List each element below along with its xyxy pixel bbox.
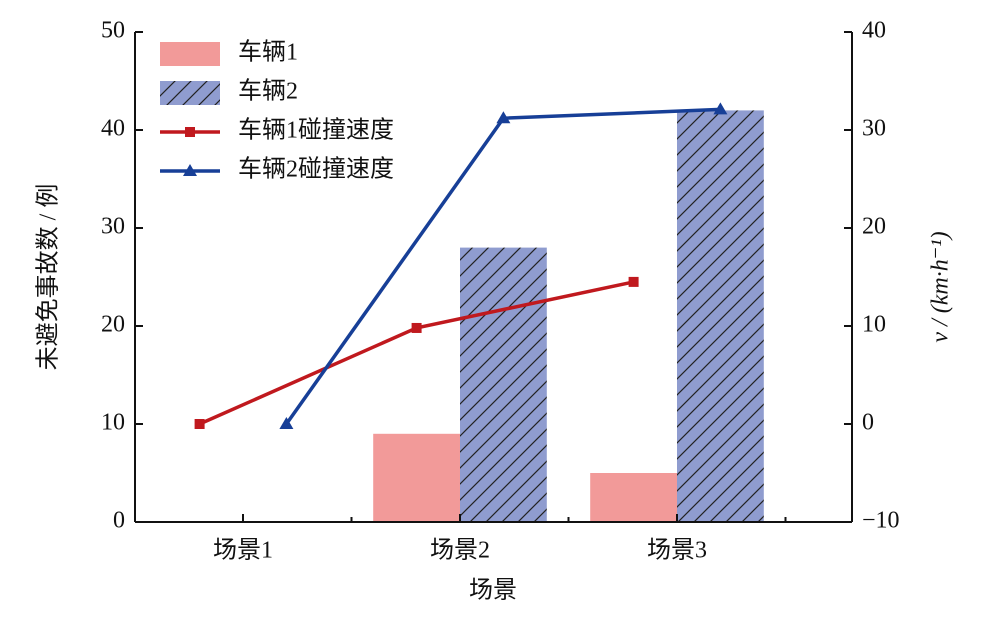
legend-swatch	[160, 42, 220, 66]
y-tick-label: 10	[101, 410, 125, 436]
legend-label: 车辆1	[238, 39, 298, 66]
marker	[411, 322, 422, 333]
marker	[183, 164, 197, 176]
y2-tick-label: 0	[862, 410, 874, 436]
y2-tick-label: −10	[862, 508, 900, 534]
marker	[496, 111, 511, 124]
y-tick-label: 20	[101, 312, 125, 338]
y-axis-label: 未避免事故数 / 例	[35, 184, 62, 371]
y2-axis-label: v / (km·h⁻¹)	[928, 231, 954, 342]
marker	[279, 417, 294, 429]
x-tick-label: 场景1	[213, 538, 273, 564]
y2-tick-label: 40	[862, 18, 886, 44]
y-tick-label: 30	[101, 214, 125, 240]
bar	[590, 473, 677, 522]
legend-swatch	[160, 81, 220, 105]
y2-tick-label: 10	[862, 312, 886, 338]
y-tick-label: 50	[101, 18, 125, 44]
x-tick-label: 场景2	[430, 538, 490, 564]
legend-label: 车辆1碰撞速度	[238, 117, 394, 144]
line	[198, 280, 634, 426]
x-tick-label: 场景3	[647, 538, 707, 564]
y-tick-label: 40	[101, 116, 125, 142]
marker	[185, 127, 195, 137]
x-axis-label: 场景	[469, 578, 517, 604]
bar	[373, 433, 460, 522]
y2-tick-label: 20	[862, 214, 886, 240]
legend-label: 车辆2碰撞速度	[238, 156, 394, 183]
legend-label: 车辆2	[238, 78, 298, 105]
bar	[677, 110, 764, 523]
marker	[194, 419, 205, 429]
marker	[628, 276, 639, 287]
y-tick-label: 0	[113, 508, 125, 534]
bar	[460, 247, 547, 522]
y2-tick-label: 30	[862, 116, 886, 142]
marker	[713, 102, 728, 115]
